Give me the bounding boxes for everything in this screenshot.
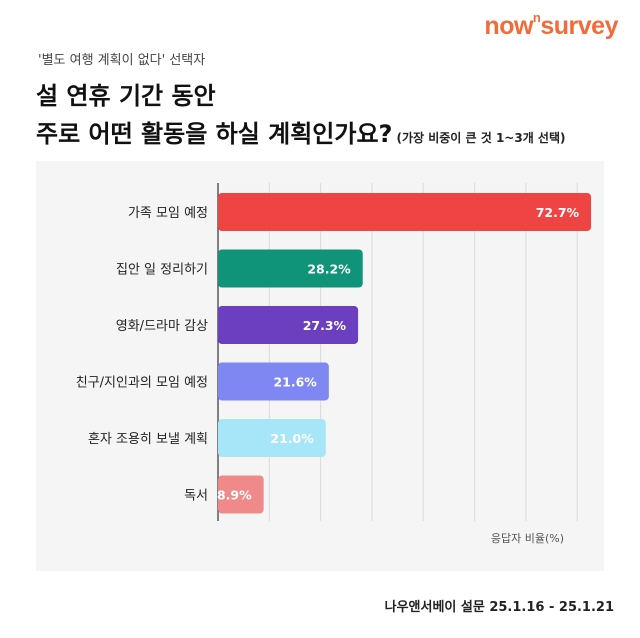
chart-title-line1: 설 연휴 기간 동안 — [36, 82, 216, 110]
category-label: 집안 일 정리하기 — [116, 263, 208, 278]
category-label: 영화/드라마 감상 — [116, 319, 208, 334]
chart-title-note: (가장 비중이 큰 것 1~3개 선택) — [396, 131, 566, 145]
bar-chart: 가족 모임 예정 72.7% 집안 일 정리하기 28.2% 영화/드라마 감상 27.3… — [76, 183, 592, 545]
chart-title-line2: 주로 어떤 활동을 하실 계획인가요? (가장 비중이 큰 것 1~3개 선택) — [36, 114, 565, 149]
bar — [218, 249, 363, 288]
value-label: 72.7% — [536, 205, 580, 220]
category-label: 친구/지인과의 모임 예정 — [76, 376, 208, 391]
chart-title-line2-text: 주로 어떤 활동을 하실 계획인가요? — [36, 120, 393, 148]
category-label: 혼자 조용히 보낼 계획 — [88, 432, 208, 447]
nownsurvey-logo: nownsurvey — [484, 10, 618, 40]
value-label: 21.6% — [273, 375, 317, 390]
bar — [218, 193, 592, 231]
bar — [218, 419, 326, 457]
value-label: 28.2% — [307, 262, 351, 277]
bar — [218, 306, 359, 344]
survey-source: 나우앤서베이 설문 25.1.16 - 25.1.21 — [384, 600, 614, 615]
value-label: 8.9% — [217, 488, 252, 503]
value-label: 21.0% — [270, 431, 314, 446]
value-label: 27.3% — [303, 318, 347, 333]
bar — [218, 362, 329, 401]
category-label: 가족 모임 예정 — [128, 206, 208, 221]
category-label: 독서 — [184, 489, 208, 504]
bar — [218, 475, 264, 514]
chart-subtitle: '별도 여행 계획이 없다' 선택자 — [38, 53, 206, 68]
x-axis-label: 응답자 비율(%) — [491, 532, 564, 545]
